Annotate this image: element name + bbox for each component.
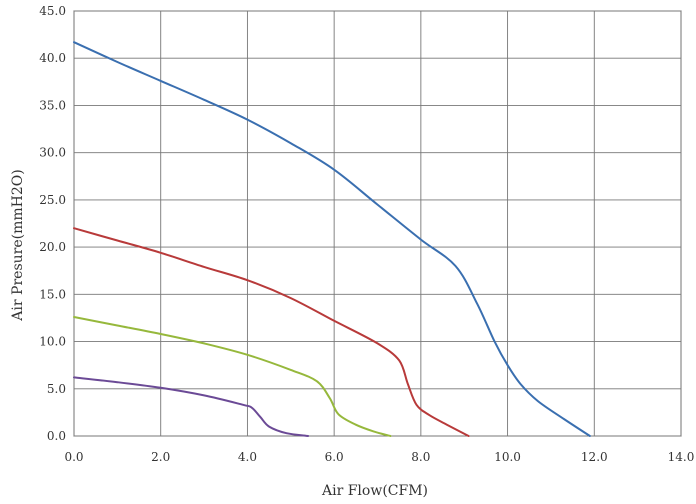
- y-tick-label: 0.0: [47, 429, 66, 443]
- series-line-1: [73, 41, 591, 437]
- plot-frame: [73, 10, 682, 437]
- series-line-2: [73, 227, 470, 437]
- y-tick-label: 35.0: [39, 98, 66, 112]
- series-lines: [73, 41, 591, 437]
- y-tick-label: 30.0: [39, 146, 66, 160]
- x-tick-label: 0.0: [64, 450, 83, 464]
- x-tick-label: 14.0: [668, 450, 695, 464]
- x-tick-label: 6.0: [325, 450, 344, 464]
- grid: [73, 10, 682, 437]
- x-tick-label: 8.0: [411, 450, 430, 464]
- y-tick-label: 20.0: [39, 240, 66, 254]
- y-tick-label: 5.0: [47, 382, 66, 396]
- y-tick-label: 15.0: [39, 287, 66, 301]
- y-axis-ticks: 0.0 5.0 10.0 15.0 20.0 25.0 30.0 35.0 40.0 45.0: [39, 4, 66, 443]
- series-line-4: [73, 376, 310, 437]
- y-axis-title: Air Presure(mmH2O): [10, 169, 26, 321]
- y-tick-label: 10.0: [39, 335, 66, 349]
- x-axis-ticks: 0.0 2.0 4.0 6.0 8.0 10.0 12.0 14.0: [64, 450, 694, 464]
- x-axis-title: Air Flow(CFM): [321, 483, 428, 499]
- series-line-3: [73, 316, 392, 437]
- y-tick-label: 40.0: [39, 51, 66, 65]
- y-tick-label: 45.0: [39, 4, 66, 18]
- y-tick-label: 25.0: [39, 193, 66, 207]
- x-tick-label: 2.0: [151, 450, 170, 464]
- x-tick-label: 4.0: [238, 450, 257, 464]
- x-tick-label: 12.0: [581, 450, 608, 464]
- x-tick-label: 10.0: [494, 450, 521, 464]
